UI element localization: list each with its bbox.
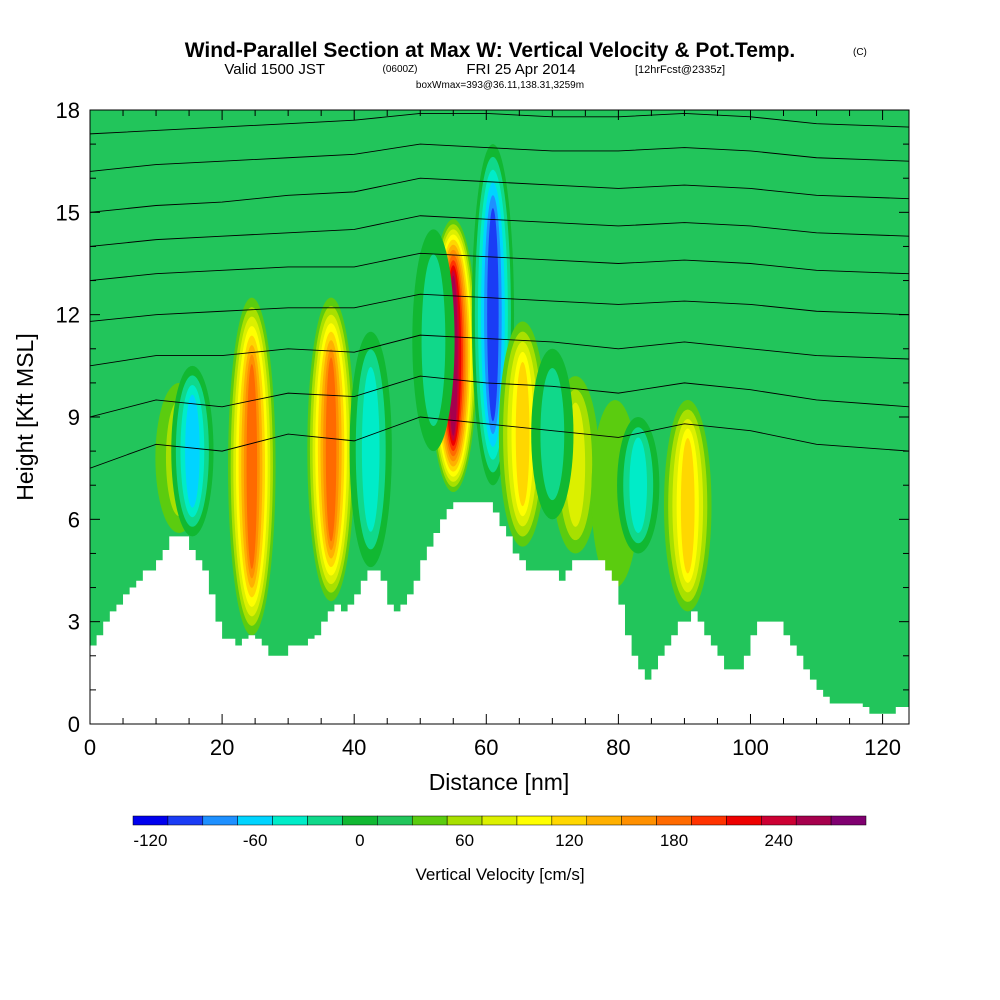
colorbar-swatch xyxy=(377,815,413,826)
terrain-mask xyxy=(90,502,909,724)
colorbar-label: -60 xyxy=(243,831,268,850)
theta-contour-7 xyxy=(90,143,909,172)
colorbar-swatch xyxy=(761,815,797,826)
velocity-level xyxy=(421,254,446,427)
y-tick-label: 18 xyxy=(56,98,80,123)
colorbar-label: 180 xyxy=(660,831,688,850)
theta-contour-6 xyxy=(90,177,909,213)
downdraft-13 xyxy=(531,348,574,520)
updraft-5 xyxy=(663,399,712,612)
theta-contour-5 xyxy=(90,215,909,247)
downdraft-9 xyxy=(171,365,214,537)
x-tick-label: 20 xyxy=(210,735,234,760)
subtitle-valid: Valid 1500 JST xyxy=(224,61,325,78)
x-tick-label: 0 xyxy=(84,735,96,760)
y-tick-label: 6 xyxy=(68,507,80,532)
colorbar-swatch xyxy=(237,815,273,826)
y-tick-label: 15 xyxy=(56,200,80,225)
velocity-level xyxy=(325,357,337,542)
downdraft-11 xyxy=(617,417,660,554)
colorbar-swatch xyxy=(551,815,588,826)
x-axis-label: Distance [nm] xyxy=(429,769,570,795)
y-axis-label: Height [Kft MSL] xyxy=(12,333,38,500)
colorbar-swatch xyxy=(411,815,448,826)
subtitle-utc: (0600Z) xyxy=(382,64,417,75)
theta-contour-0 xyxy=(90,416,909,469)
updraft-2 xyxy=(228,297,276,636)
y-tick-label: 0 xyxy=(68,712,80,737)
colorbar-swatch xyxy=(726,815,762,826)
colorbar-swatch xyxy=(586,815,622,826)
colorbar-swatch xyxy=(446,815,483,826)
downdraft-12 xyxy=(412,229,455,452)
theta-contour-3 xyxy=(90,293,909,322)
y-axis: 0 3 6 9 12 15 18 xyxy=(56,98,909,737)
colorbar-swatch xyxy=(202,815,238,826)
colorbar-swatch xyxy=(132,815,169,826)
y-tick-label: 3 xyxy=(68,610,80,635)
x-tick-label: 40 xyxy=(342,735,366,760)
velocity-level xyxy=(361,367,380,532)
colorbar-swatch xyxy=(272,815,308,826)
colorbar-label: 60 xyxy=(455,831,474,850)
colorbar-swatch xyxy=(481,815,518,826)
theta-contour-4 xyxy=(90,252,909,282)
velocity-level xyxy=(680,438,695,574)
x-tick-label: 100 xyxy=(732,735,769,760)
x-tick-label: 120 xyxy=(864,735,901,760)
velocity-level xyxy=(629,437,648,533)
colorbar-swatch xyxy=(830,815,867,826)
x-tick-label: 60 xyxy=(474,735,498,760)
colorbar-label: 240 xyxy=(765,831,793,850)
subtitle-box: boxWmax=393@36.11,138.31,3259m xyxy=(416,80,584,91)
velocity-field xyxy=(155,144,712,636)
colorbar-label: 0 xyxy=(355,831,364,850)
colorbar-label: -120 xyxy=(133,831,167,850)
colorbar-swatch xyxy=(516,815,553,826)
colorbar: -120 -60 0 60 120 180 240 xyxy=(132,815,867,850)
y-tick-label: 12 xyxy=(56,303,80,328)
chart-title: Wind-Parallel Section at Max W: Vertical… xyxy=(185,39,796,62)
colorbar-label: 120 xyxy=(555,831,583,850)
velocity-level xyxy=(515,362,530,507)
colorbar-swatch xyxy=(167,815,204,826)
y-tick-label: 9 xyxy=(68,405,80,430)
colorbar-swatch xyxy=(621,815,657,826)
updraft-4 xyxy=(498,321,547,547)
subtitle-forecast: [12hrFcst@2335z] xyxy=(635,64,725,76)
velocity-level xyxy=(540,367,565,501)
updraft-3 xyxy=(307,297,355,602)
velocity-level xyxy=(185,394,200,508)
downdraft-10 xyxy=(349,331,392,568)
chart-title-mark: (C) xyxy=(853,47,867,58)
colorbar-swatch xyxy=(691,815,727,826)
colorbar-swatch xyxy=(342,815,378,826)
velocity-level xyxy=(246,364,258,569)
colorbar-swatch xyxy=(795,815,832,826)
theta-contour-1 xyxy=(90,375,909,418)
x-axis: 0 20 40 60 80 100 120 xyxy=(84,110,901,760)
velocity-level xyxy=(487,208,499,422)
colorbar-swatch xyxy=(307,815,343,826)
theta-contour-2 xyxy=(90,334,909,367)
colorbar-swatch xyxy=(656,815,692,826)
x-tick-label: 80 xyxy=(606,735,630,760)
subtitle-date: FRI 25 Apr 2014 xyxy=(466,61,575,78)
plot-area xyxy=(90,110,909,724)
colorbar-title: Vertical Velocity [cm/s] xyxy=(415,865,584,884)
